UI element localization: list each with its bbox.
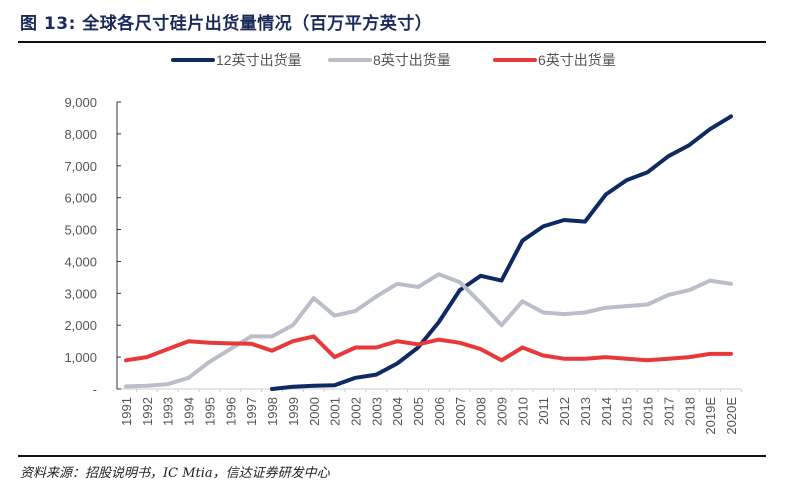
x-tick-label: 2007 xyxy=(453,397,468,426)
y-tick-label: 6,000 xyxy=(64,191,97,206)
x-tick-label: 1991 xyxy=(119,397,134,426)
x-tick-label: 2015 xyxy=(620,397,635,426)
x-tick-label: 2003 xyxy=(369,397,384,426)
series-line-1 xyxy=(124,272,733,389)
x-tick-label: 1994 xyxy=(182,397,197,426)
x-tick-label: 2001 xyxy=(328,397,343,426)
x-tick-label: 2002 xyxy=(348,397,363,426)
x-tick-label: 1995 xyxy=(202,397,217,426)
y-tick-label: 2,000 xyxy=(64,318,97,333)
source-note: 资料来源：招股说明书，IC Mtia，信达证券研发中心 xyxy=(20,466,330,481)
x-tick-label: 1999 xyxy=(286,397,301,426)
y-tick-label: - xyxy=(93,382,97,397)
x-tick-label: 1996 xyxy=(223,397,238,426)
x-tick-label: 2006 xyxy=(432,397,447,426)
x-tick-label: 2000 xyxy=(307,397,322,426)
x-tick-label: 2008 xyxy=(474,397,489,426)
y-tick-label: 4,000 xyxy=(64,254,97,269)
y-tick-label: 3,000 xyxy=(64,286,97,301)
x-tick-label: 2013 xyxy=(578,397,593,426)
x-tick-label: 2019E xyxy=(703,397,718,435)
x-tick-label: 2009 xyxy=(495,397,510,426)
title-rule xyxy=(18,41,766,43)
x-tick-label: 2005 xyxy=(411,397,426,426)
x-tick-label: 2016 xyxy=(641,397,656,426)
x-tick-label: 2004 xyxy=(390,397,405,426)
x-tick-label: 1993 xyxy=(161,397,176,426)
y-tick-label: 7,000 xyxy=(64,159,97,174)
chart-title: 图 13: 全球各尺寸硅片出货量情况（百万平方英寸） xyxy=(20,14,433,34)
x-tick-label: 2020E xyxy=(724,397,739,435)
series-line-0 xyxy=(270,114,733,391)
y-tick-label: 1,000 xyxy=(64,350,97,365)
series-line-2 xyxy=(124,334,733,363)
legend-label: 12英寸出货量 xyxy=(216,52,302,68)
x-tick-label: 2012 xyxy=(557,397,572,426)
source-rule xyxy=(18,455,766,457)
x-tick-label: 1998 xyxy=(265,397,280,426)
x-tick-label: 2014 xyxy=(599,397,614,426)
x-tick-label: 2017 xyxy=(661,397,676,426)
legend-label: 8英寸出货量 xyxy=(373,52,451,68)
x-tick-label: 2018 xyxy=(682,397,697,426)
legend-label: 6英寸出货量 xyxy=(538,52,616,68)
x-tick-label: 2011 xyxy=(536,397,551,425)
y-tick-label: 9,000 xyxy=(64,95,97,110)
x-tick-label: 1992 xyxy=(140,397,155,426)
x-tick-label: 1997 xyxy=(244,397,259,426)
y-tick-label: 8,000 xyxy=(64,127,97,142)
x-tick-label: 2010 xyxy=(515,397,530,426)
y-tick-label: 5,000 xyxy=(64,223,97,238)
